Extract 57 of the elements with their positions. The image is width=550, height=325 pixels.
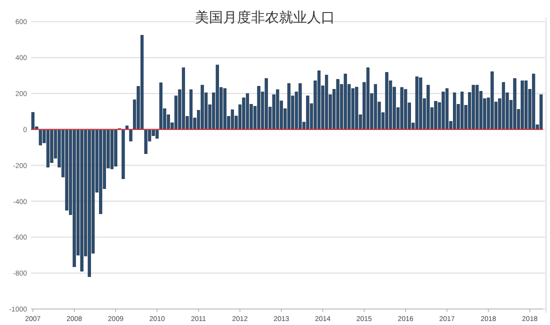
bar [324,74,328,130]
bar [472,84,475,130]
bar [426,84,430,130]
bar [46,129,50,168]
bar [140,34,144,130]
bar [306,96,310,130]
bar [355,86,358,130]
bar [532,74,536,130]
bar [374,84,378,130]
bar [257,86,260,130]
bar [445,88,449,130]
bar [38,129,42,146]
bar [344,74,347,130]
bar [404,89,408,130]
bar [230,109,234,130]
bar [159,82,162,130]
bar [110,129,114,170]
bar [476,84,479,130]
bar [189,89,193,130]
bar [182,67,186,130]
bar [336,79,340,130]
bar [122,129,125,180]
bar [276,89,280,130]
bar [264,78,268,130]
bar [502,82,506,130]
bar [156,129,159,139]
bar [99,129,102,214]
bar [540,94,543,130]
bar [72,129,76,268]
bar [200,84,204,130]
bar [524,80,528,130]
bar [246,93,250,130]
bar [520,80,524,130]
bar [114,129,118,166]
bar [351,88,354,130]
bar [385,72,388,130]
bar [513,78,516,130]
bar [216,64,219,130]
chart-title: 美国月度非农就业人口 [195,9,335,25]
bar [419,78,422,130]
bar [223,88,226,130]
bar [442,92,445,130]
bar [80,129,84,272]
bar [490,71,494,130]
bar [415,76,418,130]
bar [452,92,456,130]
bar [144,129,148,154]
bar [317,70,321,130]
bar [434,101,438,130]
bar [298,83,302,130]
bar [460,92,464,130]
bar [129,129,132,142]
bar [88,129,91,277]
bar [366,67,370,130]
bar [287,83,290,130]
bar [31,112,34,130]
bar [400,87,404,130]
